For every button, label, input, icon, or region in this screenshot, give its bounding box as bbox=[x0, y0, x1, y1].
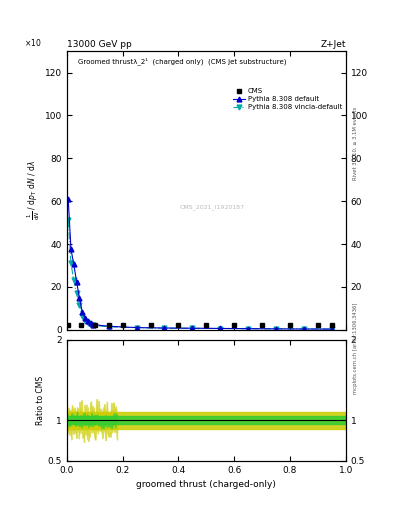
Pythia 8.308 vincia-default bbox=[302, 326, 307, 332]
Pythia 8.308 default bbox=[302, 326, 307, 332]
Pythia 8.308 vincia-default bbox=[134, 325, 139, 331]
Pythia 8.308 vincia-default bbox=[190, 325, 195, 331]
Pythia 8.308 default bbox=[329, 326, 334, 332]
Text: $\times10$: $\times10$ bbox=[24, 37, 41, 49]
CMS bbox=[120, 323, 125, 329]
X-axis label: groomed thrust (charged-only): groomed thrust (charged-only) bbox=[136, 480, 276, 489]
Pythia 8.308 default bbox=[88, 320, 93, 326]
CMS bbox=[176, 323, 181, 329]
Pythia 8.308 vincia-default bbox=[162, 325, 167, 331]
Pythia 8.308 default bbox=[134, 325, 139, 331]
Pythia 8.308 vincia-default bbox=[66, 218, 71, 224]
CMS bbox=[106, 323, 111, 329]
Line: Pythia 8.308 vincia-default: Pythia 8.308 vincia-default bbox=[66, 218, 334, 332]
Text: CMS_2021_I1920187: CMS_2021_I1920187 bbox=[180, 204, 244, 210]
Pythia 8.308 default bbox=[72, 261, 76, 267]
Pythia 8.308 default bbox=[218, 325, 222, 331]
Pythia 8.308 default bbox=[162, 325, 167, 331]
Pythia 8.308 vincia-default bbox=[80, 313, 84, 319]
CMS bbox=[79, 323, 83, 329]
Pythia 8.308 vincia-default bbox=[218, 326, 222, 332]
Line: Pythia 8.308 default: Pythia 8.308 default bbox=[66, 197, 334, 331]
Pythia 8.308 default bbox=[85, 318, 90, 324]
Pythia 8.308 default bbox=[77, 294, 82, 301]
Pythia 8.308 vincia-default bbox=[88, 322, 93, 328]
Pythia 8.308 default bbox=[274, 326, 278, 332]
Pythia 8.308 vincia-default bbox=[274, 326, 278, 332]
CMS bbox=[329, 323, 334, 329]
Text: mcplots.cern.ch [arXiv:1306.3436]: mcplots.cern.ch [arXiv:1306.3436] bbox=[353, 303, 358, 394]
Pythia 8.308 vincia-default bbox=[329, 326, 334, 332]
Pythia 8.308 default bbox=[74, 279, 79, 285]
CMS bbox=[260, 323, 264, 329]
CMS bbox=[288, 323, 292, 329]
Pythia 8.308 default bbox=[83, 315, 87, 321]
Legend: CMS, Pythia 8.308 default, Pythia 8.308 vincia-default: CMS, Pythia 8.308 default, Pythia 8.308 … bbox=[233, 88, 342, 110]
Y-axis label: Ratio to CMS: Ratio to CMS bbox=[36, 376, 45, 425]
Text: Groomed thrustλ_2¹  (charged only)  (CMS jet substructure): Groomed thrustλ_2¹ (charged only) (CMS j… bbox=[78, 57, 286, 65]
Pythia 8.308 vincia-default bbox=[246, 326, 251, 332]
Pythia 8.308 vincia-default bbox=[74, 290, 79, 296]
CMS bbox=[316, 323, 320, 329]
Pythia 8.308 default bbox=[91, 322, 95, 328]
Pythia 8.308 default bbox=[246, 326, 251, 332]
Y-axis label: $\frac{1}{\mathrm{d}N}$ / $\mathrm{d}p_\mathrm{T}$ $\mathrm{d}N$ / $\mathrm{d}\l: $\frac{1}{\mathrm{d}N}$ / $\mathrm{d}p_\… bbox=[26, 161, 42, 220]
CMS bbox=[204, 323, 209, 329]
Pythia 8.308 vincia-default bbox=[83, 317, 87, 324]
Pythia 8.308 vincia-default bbox=[69, 260, 73, 266]
Pythia 8.308 default bbox=[190, 325, 195, 331]
Pythia 8.308 vincia-default bbox=[91, 323, 95, 329]
Pythia 8.308 default bbox=[66, 196, 71, 202]
Pythia 8.308 vincia-default bbox=[77, 302, 82, 308]
Pythia 8.308 default bbox=[69, 246, 73, 252]
Pythia 8.308 vincia-default bbox=[72, 278, 76, 284]
Line: CMS: CMS bbox=[66, 324, 334, 328]
Pythia 8.308 vincia-default bbox=[85, 320, 90, 326]
Pythia 8.308 vincia-default bbox=[106, 324, 111, 330]
CMS bbox=[232, 323, 237, 329]
Text: Rivet 3.1.10, ≥ 3.1M events: Rivet 3.1.10, ≥ 3.1M events bbox=[353, 106, 358, 180]
CMS bbox=[148, 323, 153, 329]
CMS bbox=[66, 323, 71, 329]
Pythia 8.308 default bbox=[106, 323, 111, 329]
Text: 13000 GeV pp: 13000 GeV pp bbox=[67, 39, 132, 49]
CMS bbox=[92, 323, 97, 329]
Pythia 8.308 default bbox=[80, 308, 84, 314]
Text: Z+Jet: Z+Jet bbox=[320, 39, 346, 49]
